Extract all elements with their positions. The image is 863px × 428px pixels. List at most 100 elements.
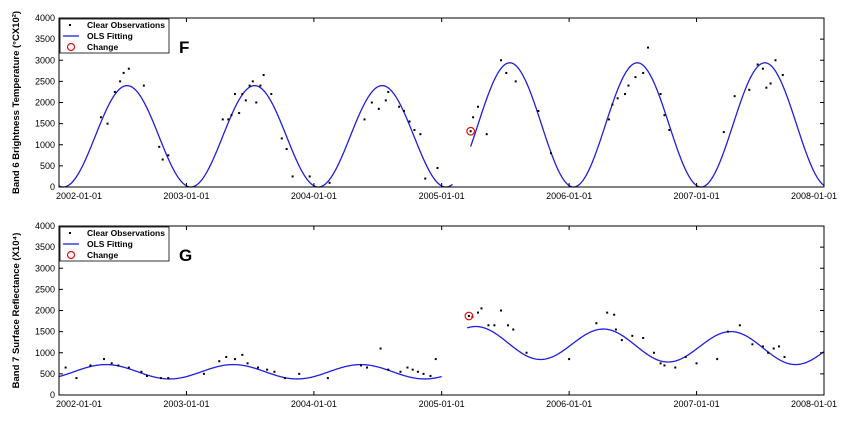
observation-point (298, 372, 301, 375)
observation-point (89, 364, 92, 367)
observation-point (285, 147, 288, 150)
observation-point (695, 362, 698, 365)
observation-point (328, 181, 331, 184)
observation-point (663, 114, 666, 117)
observation-point (493, 324, 496, 327)
y-tick-label: 0 (50, 182, 55, 192)
observation-point (167, 377, 170, 380)
legend-change-symbol (66, 42, 76, 52)
observation-point (652, 351, 655, 354)
observation-point (607, 118, 610, 121)
observation-point (514, 80, 517, 83)
observation-point (783, 355, 786, 358)
observation-point (505, 71, 508, 74)
observation-point (549, 152, 552, 155)
y-tick-label: 2000 (35, 306, 55, 316)
y-tick-label: 1000 (35, 348, 55, 358)
change-marker (464, 311, 474, 321)
panel-label: G (179, 246, 192, 265)
legend-entry: Clear Observations (87, 228, 165, 238)
observation-point (416, 370, 419, 373)
x-tick-label: 2008-01-01 (791, 399, 837, 409)
observation-point (379, 347, 382, 350)
x-tick-label: 2004-01-01 (291, 399, 337, 409)
observation-point (110, 362, 113, 365)
x-tick-label: 2005-01-01 (419, 399, 465, 409)
observation-point (476, 105, 479, 108)
change-observation-point (469, 130, 472, 133)
observation-point (507, 324, 510, 327)
observation-point (767, 351, 770, 354)
change-marker (466, 126, 476, 136)
observation-point (659, 362, 662, 365)
y-tick-label: 4000 (35, 13, 55, 23)
ols-fit-line (58, 363, 442, 380)
panel-f: 0 500 1000 1500 2000 2500 3000 3500 4000 2002-01-… (11, 11, 837, 201)
observation-point (722, 131, 725, 134)
observation-point (402, 109, 405, 112)
x-tick-label: 2008-01-01 (791, 191, 837, 201)
x-tick-label: 2003-01-01 (163, 399, 209, 409)
observation-point (614, 328, 617, 331)
observation-point (246, 362, 249, 365)
observation-point (291, 175, 294, 178)
observation-point (616, 97, 619, 100)
observation-point (64, 366, 67, 369)
observation-point (326, 377, 329, 380)
observation-point (476, 311, 479, 314)
observation-point (233, 93, 236, 96)
observation-point (613, 313, 616, 316)
observation-point (512, 328, 515, 331)
observation-point (716, 358, 719, 361)
observation-point (370, 101, 373, 104)
observation-point (663, 364, 666, 367)
observation-point (436, 166, 439, 169)
observation-point (251, 80, 254, 83)
observation-point (733, 95, 736, 98)
legend-entry: Change (87, 42, 118, 52)
observation-point (259, 84, 262, 87)
legend-entry: OLS Fitting (87, 239, 133, 249)
y-tick-label: 1000 (35, 140, 55, 150)
plot-frame (58, 225, 825, 396)
observation-point (280, 137, 283, 140)
observation-point (159, 377, 162, 380)
y-tick-label: 3500 (35, 242, 55, 252)
observation-point (781, 74, 784, 77)
observation-point (230, 114, 233, 117)
observation-point (738, 324, 741, 327)
observation-point (419, 133, 422, 136)
x-tick-label: 2002-01-01 (56, 399, 102, 409)
observation-point (761, 345, 764, 348)
observation-point (472, 116, 475, 119)
panel-label: F (179, 38, 189, 57)
observation-point (140, 370, 143, 373)
observation-point (434, 358, 437, 361)
observation-point (674, 366, 677, 369)
observation-point (127, 366, 130, 369)
observation-point (684, 355, 687, 358)
observation-point (233, 358, 236, 361)
observation-point (161, 158, 164, 161)
y-axis-label: Band 7 Surface Reflectance (X10⁴) (11, 233, 22, 389)
observation-point (248, 84, 251, 87)
observation-point (748, 88, 751, 91)
observation-point (241, 93, 244, 96)
observation-point (377, 107, 380, 110)
observation-point (387, 368, 390, 371)
observation-point (408, 120, 411, 123)
observation-point (634, 76, 637, 79)
observation-point (255, 101, 258, 104)
observation-point (221, 118, 224, 121)
x-tick-label: 2002-01-01 (56, 191, 102, 201)
observation-point (627, 84, 630, 87)
observation-point (500, 309, 503, 312)
observation-point (273, 370, 276, 373)
observation-point (384, 99, 387, 102)
observation-point (769, 82, 772, 85)
y-tick-label: 500 (40, 161, 55, 171)
y-tick-label: 2000 (35, 98, 55, 108)
observation-point (500, 59, 503, 62)
